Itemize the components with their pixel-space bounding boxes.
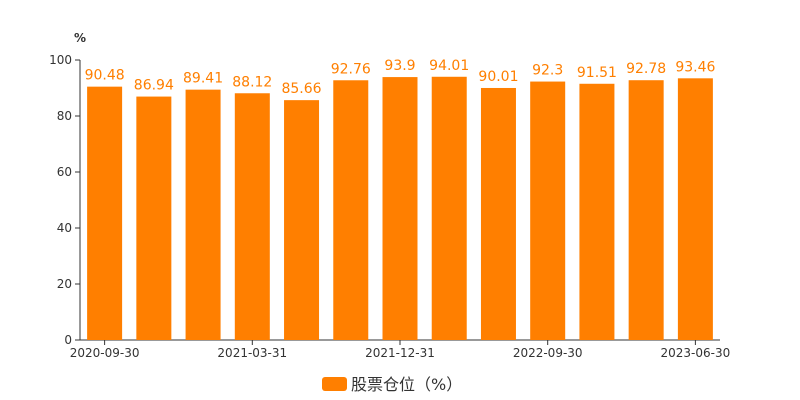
data-label: 91.51 (577, 65, 617, 81)
data-label: 93.9 (384, 58, 415, 74)
data-label: 90.48 (85, 68, 125, 84)
bar[interactable] (333, 80, 369, 340)
data-label: 90.01 (478, 69, 518, 85)
y-axis: 0 20 40 60 80 100 (49, 53, 81, 347)
x-tick-label: 2020-09-30 (70, 346, 140, 360)
x-tick-label: 2022-09-30 (513, 346, 583, 360)
legend[interactable]: 股票仓位（%） (322, 375, 462, 394)
data-label: 86.94 (134, 78, 174, 94)
legend-label: 股票仓位（%） (351, 375, 462, 394)
y-tick-label: 80 (57, 109, 72, 123)
y-tick-label: 20 (57, 277, 72, 291)
x-tick-label: 2021-12-31 (365, 346, 435, 360)
x-tick-label: 2021-03-31 (217, 346, 287, 360)
bar[interactable] (530, 81, 566, 340)
bar[interactable] (185, 89, 221, 340)
bar[interactable] (284, 100, 320, 340)
x-axis: 2020-09-30 2021-03-31 2021-12-31 2022-09-30… (70, 339, 731, 360)
y-tick-label: 60 (57, 165, 72, 179)
data-label: 89.41 (183, 71, 223, 87)
bar[interactable] (234, 93, 270, 340)
bar[interactable] (87, 86, 123, 340)
data-label: 88.12 (232, 74, 272, 90)
data-label: 85.66 (281, 81, 321, 97)
x-tick-label: 2023-06-30 (661, 346, 731, 360)
bar[interactable] (579, 83, 615, 340)
y-tick-label: 0 (64, 333, 72, 347)
data-labels-group: 90.48 86.94 89.41 88.12 85.66 92.76 93.9 94.01 9… (85, 58, 716, 97)
y-tick-label: 100 (49, 53, 72, 67)
bar[interactable] (480, 87, 516, 340)
data-label: 92.3 (532, 63, 563, 79)
y-axis-unit-label: % (74, 31, 86, 45)
data-label: 93.46 (675, 59, 715, 75)
bar[interactable] (382, 77, 418, 340)
bar[interactable] (677, 78, 713, 340)
bar[interactable] (628, 80, 664, 340)
legend-swatch (322, 377, 347, 391)
bars-group (87, 76, 713, 341)
y-tick-label: 40 (57, 221, 72, 235)
data-label: 94.01 (429, 58, 469, 74)
bar[interactable] (136, 96, 172, 341)
bar[interactable] (431, 76, 467, 340)
data-label: 92.78 (626, 61, 666, 77)
data-label: 92.76 (331, 61, 371, 77)
